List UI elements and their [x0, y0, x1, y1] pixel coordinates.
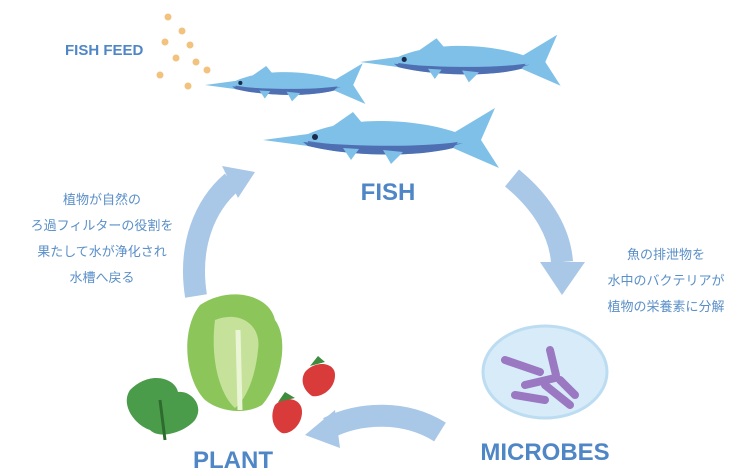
fish-label: FISH — [361, 179, 416, 206]
plant-label: PLANT — [193, 447, 273, 472]
fish — [205, 63, 365, 104]
right-note: 魚の排泄物を 水中のバクテリアが 植物の栄養素に分解 — [607, 248, 724, 315]
left-note: 植物が自然の ろ過フィルターの役割を 果たして水が浄化され 水槽へ戻る — [31, 192, 174, 286]
note-line: 魚の排泄物を — [627, 248, 705, 263]
fish — [263, 108, 499, 168]
microbes-label: MICROBES — [480, 439, 609, 466]
petri-dish — [483, 326, 607, 418]
note-line: 水槽へ戻る — [69, 271, 134, 286]
aquaponics-diagram: FISH FEED FISH 植物が自然の ろ過フィルターの役割を 果たして水が… — [0, 0, 742, 472]
feed-pellets — [157, 14, 211, 90]
note-line: ろ過フィルターの役割を — [31, 218, 174, 234]
fish-feed-label: FISH FEED — [65, 42, 144, 59]
note-line: 植物が自然の — [63, 192, 141, 208]
plant — [127, 294, 335, 440]
fish — [360, 35, 561, 86]
note-line: 水中のバクテリアが — [607, 274, 724, 289]
note-line: 植物の栄養素に分解 — [607, 299, 724, 315]
note-line: 果たして水が浄化され — [37, 245, 167, 260]
